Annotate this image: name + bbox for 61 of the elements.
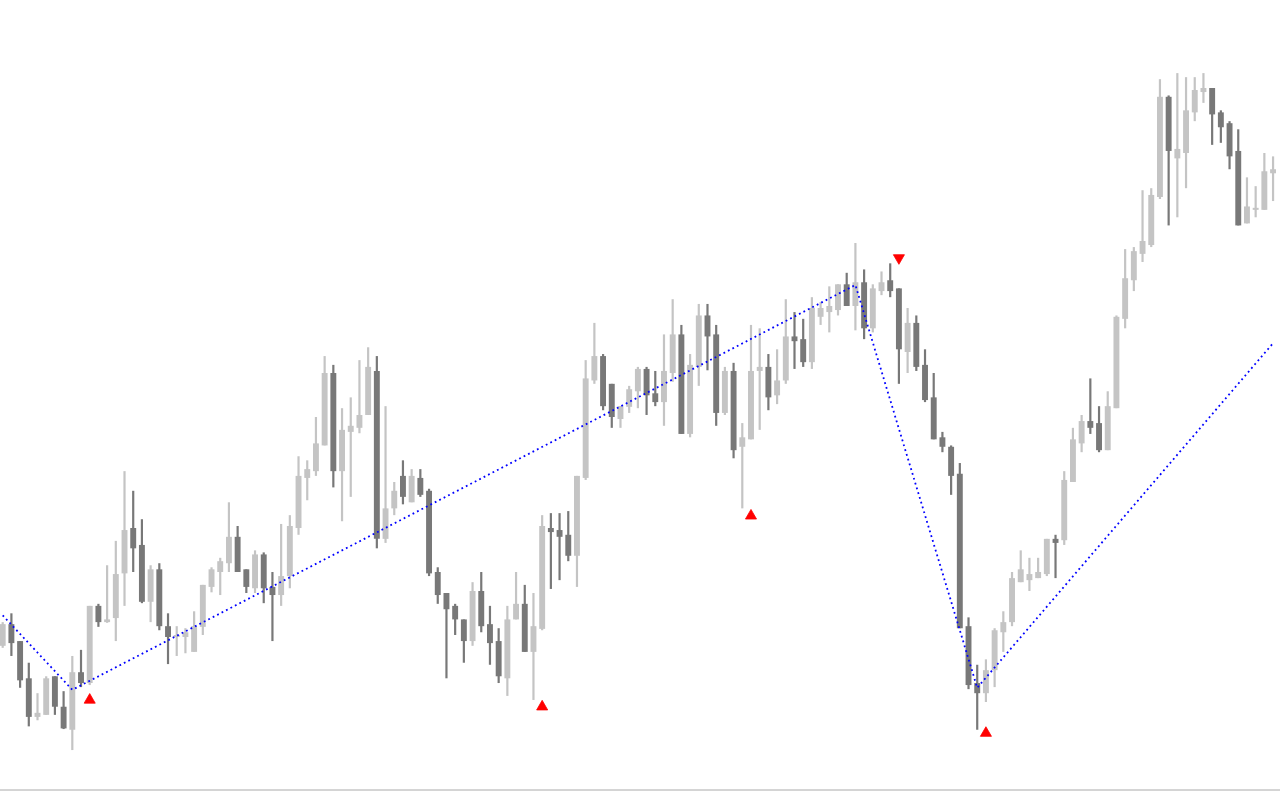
point (979, 726, 992, 737)
candlestick (1087, 377, 1094, 436)
candlestick (217, 556, 224, 597)
point (83, 693, 96, 704)
candlestick (104, 564, 111, 624)
candlestick (1139, 189, 1146, 264)
candlestick (487, 604, 493, 666)
candlestick (443, 591, 450, 680)
candlestick (1026, 556, 1033, 593)
candlestick (1191, 76, 1198, 123)
candlestick (565, 509, 572, 563)
candlestick (417, 468, 424, 498)
candlestick (774, 348, 781, 406)
candlestick (887, 262, 894, 299)
candlestick (626, 384, 633, 415)
candlestick (1078, 413, 1085, 454)
candlestick (356, 359, 363, 435)
candlestick (739, 421, 746, 510)
candlestick (1252, 185, 1259, 219)
candlestick (843, 271, 850, 308)
point (536, 699, 549, 711)
candlestick (634, 365, 641, 410)
candlestick (756, 327, 763, 431)
candlestick (547, 512, 554, 591)
point (892, 254, 905, 265)
candlestick (852, 241, 859, 332)
candlestick (8, 612, 15, 658)
candlestick (1017, 549, 1024, 584)
candlestick (165, 612, 171, 666)
candlestick (556, 512, 563, 582)
candlestick (434, 566, 441, 605)
candlestick (278, 522, 285, 607)
candlestick (826, 285, 833, 334)
candlestick (1243, 176, 1250, 225)
candlestick (95, 602, 102, 628)
candlestick (1200, 72, 1207, 104)
candlestick (800, 317, 807, 368)
candlestick (78, 648, 84, 689)
candlestick (182, 627, 189, 655)
candlestick (347, 396, 354, 498)
candlestick (269, 570, 276, 643)
candlestick (130, 489, 137, 574)
candlestick (817, 300, 824, 327)
candlestick (652, 369, 659, 408)
candlestick (304, 459, 311, 502)
candlestick (391, 480, 398, 517)
candlestick (513, 570, 520, 621)
candlestick (1217, 109, 1224, 144)
candlestick (399, 459, 406, 506)
candlestick (1174, 72, 1181, 219)
candlestick (974, 663, 981, 731)
candlestick (243, 568, 250, 595)
point (745, 509, 757, 520)
candlestick (460, 618, 467, 664)
candlestick (0, 621, 6, 649)
candlestick (452, 602, 459, 637)
candlestick (1270, 155, 1277, 203)
candlestick (982, 658, 989, 704)
candlestick (60, 690, 67, 731)
candlestick (1000, 610, 1007, 653)
candlestick (939, 430, 946, 454)
